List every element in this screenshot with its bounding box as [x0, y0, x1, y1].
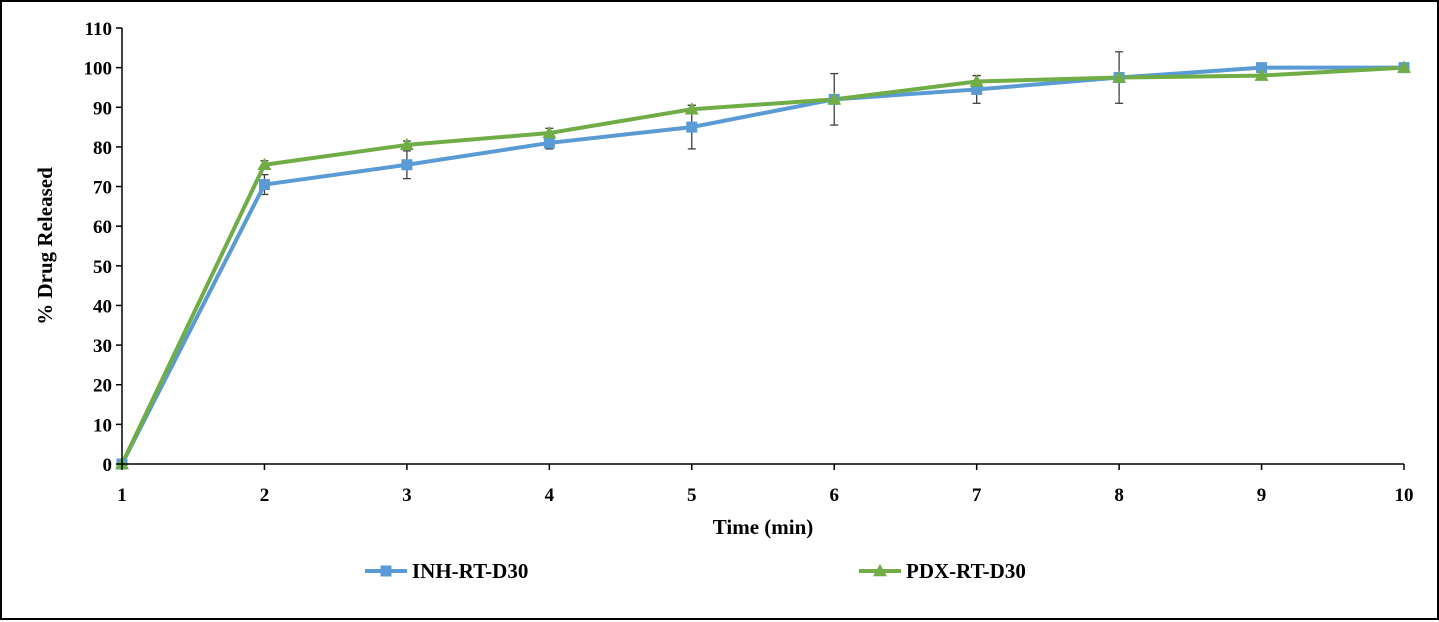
data-point-inh-rt-d30: [1256, 62, 1268, 74]
x-tick-label: 3: [402, 485, 412, 506]
x-axis-title: Time (min): [713, 515, 814, 539]
legend-label-inh-rt-d30: INH-RT-D30: [412, 559, 528, 583]
y-tick-label: 40: [93, 296, 112, 317]
data-point-inh-rt-d30: [971, 83, 983, 95]
y-tick-label: 10: [93, 415, 112, 436]
legend-swatch-inh-rt-d30: [365, 565, 407, 577]
data-point-inh-rt-d30: [543, 137, 555, 149]
data-point-pdx-rt-d30: [969, 74, 984, 87]
data-point-pdx-rt-d30: [542, 126, 557, 139]
series-markers: [115, 60, 1411, 470]
data-point-pdx-rt-d30: [1254, 68, 1269, 81]
series-line-inh-rt-d30: [120, 65, 1404, 465]
data-point-pdx-rt-d30: [257, 157, 272, 170]
x-tick-label: 8: [1114, 485, 1124, 506]
legend-item-inh: INH-RT-D30: [365, 559, 528, 583]
series-lines: [120, 65, 1405, 465]
series-line-pdx-rt-d30: [120, 65, 1405, 465]
y-tick-label: 30: [93, 336, 112, 357]
y-tick-label: 20: [93, 376, 112, 397]
y-tick-label: 90: [93, 98, 112, 119]
data-point-inh-rt-d30: [258, 179, 270, 191]
axes: [116, 27, 1405, 470]
legend-swatch-pdx-rt-d30: [859, 564, 901, 577]
legend-marker: [380, 565, 392, 577]
data-point-inh-rt-d30: [401, 159, 413, 171]
x-tick-label: 9: [1257, 485, 1267, 506]
data-point-inh-rt-d30: [686, 121, 698, 133]
y-axis-title: % Drug Released: [33, 167, 57, 325]
x-tick-label: 1: [117, 485, 127, 506]
data-point-pdx-rt-d30: [684, 102, 699, 115]
y-tick-label: 110: [85, 19, 112, 40]
x-tick-label: 10: [1395, 485, 1414, 506]
x-tick-label: 4: [545, 485, 555, 506]
x-tick-label: 7: [972, 485, 982, 506]
tick-labels: 0 10 20 30 40 50 60 70 80 90 100 110 1 2 3 4 5 6 7 8 9 10: [84, 19, 1414, 506]
legend-marker: [873, 564, 887, 577]
y-tick-label: 100: [84, 59, 113, 80]
y-tick-label: 60: [93, 217, 112, 238]
data-point-pdx-rt-d30: [827, 92, 842, 105]
x-tick-label: 2: [260, 485, 270, 506]
x-tick-label: 5: [687, 485, 697, 506]
legend: INH-RT-D30 PDX-RT-D30: [365, 559, 1026, 583]
y-tick-label: 0: [103, 455, 113, 476]
data-point-pdx-rt-d30: [1397, 60, 1411, 73]
legend-label-pdx-rt-d30: PDX-RT-D30: [906, 559, 1026, 583]
legend-item-pdx: PDX-RT-D30: [859, 559, 1026, 583]
data-point-pdx-rt-d30: [1112, 70, 1127, 83]
x-tick-label: 6: [829, 485, 839, 506]
data-point-pdx-rt-d30: [399, 137, 414, 151]
y-tick-label: 80: [93, 138, 112, 159]
y-tick-label: 50: [93, 257, 112, 278]
y-tick-label: 70: [93, 178, 112, 199]
